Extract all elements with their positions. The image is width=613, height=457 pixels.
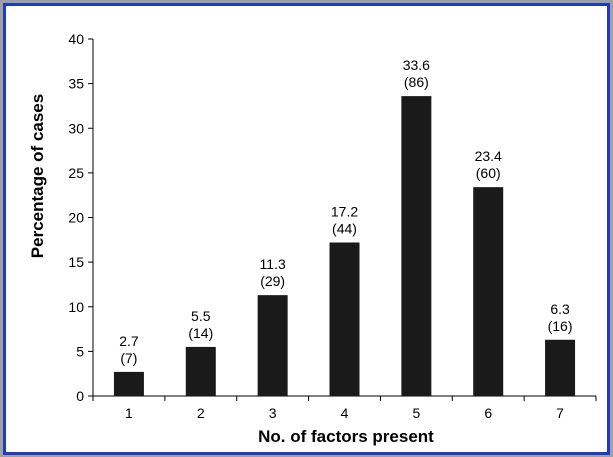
y-tick-label: 30 (68, 120, 84, 136)
bar-count-label: (7) (120, 350, 137, 366)
bar (257, 295, 288, 396)
y-tick-label: 0 (76, 388, 84, 404)
bar-value-label: 33.6 (403, 57, 430, 73)
x-tick-label: 6 (484, 405, 492, 421)
x-tick-label: 3 (269, 405, 277, 421)
bar-value-label: 5.5 (191, 308, 211, 324)
x-tick-label: 7 (556, 405, 564, 421)
x-tick-label: 2 (197, 405, 205, 421)
bar-count-label: (16) (548, 318, 573, 334)
y-axis: 0 5 10 15 20 25 30 35 40 (68, 31, 94, 404)
bar (401, 96, 432, 397)
chart-frame: 0 5 10 15 20 25 30 35 40 1 2 3 4 5 6 7 2.7 (7) 5.5 (14) 11… (3, 3, 610, 455)
bar-count-label: (14) (188, 325, 213, 341)
bar-value-label: 17.2 (331, 203, 358, 219)
x-tick-label: 4 (341, 405, 349, 421)
y-axis-label: Percentage of cases (28, 94, 47, 258)
bar-value-label: 2.7 (119, 333, 139, 349)
x-tick-label: 5 (412, 405, 420, 421)
bar-count-label: (86) (404, 74, 429, 90)
y-tick-label: 5 (76, 343, 84, 359)
y-tick-label: 15 (68, 254, 84, 270)
bar-count-label: (29) (260, 273, 285, 289)
bar (113, 371, 144, 396)
bar-value-label: 23.4 (475, 148, 502, 164)
data-labels: 2.7(7) 5.5(14) 11.3(29) 17.2(44) 33.6(86) 23.… (119, 57, 572, 366)
bar (329, 242, 360, 396)
x-tick-label: 1 (125, 405, 133, 421)
y-tick-label: 20 (68, 210, 84, 226)
bar-count-label: (44) (332, 220, 357, 236)
bar-count-label: (60) (476, 165, 501, 181)
bar (473, 187, 504, 396)
y-tick-label: 35 (68, 76, 84, 92)
bars (113, 96, 576, 397)
x-axis: 1 2 3 4 5 6 7 (92, 395, 597, 421)
bar (545, 339, 576, 396)
y-tick-label: 10 (68, 299, 84, 315)
bar-value-label: 6.3 (550, 301, 570, 317)
x-axis-label: No. of factors present (258, 427, 434, 446)
bar-value-label: 11.3 (260, 256, 286, 272)
y-tick-label: 40 (68, 31, 84, 47)
y-tick-label: 25 (68, 165, 84, 181)
bar (185, 346, 216, 396)
bar-chart: 0 5 10 15 20 25 30 35 40 1 2 3 4 5 6 7 2.7(7) 5.5(14) 11… (28, 31, 597, 446)
